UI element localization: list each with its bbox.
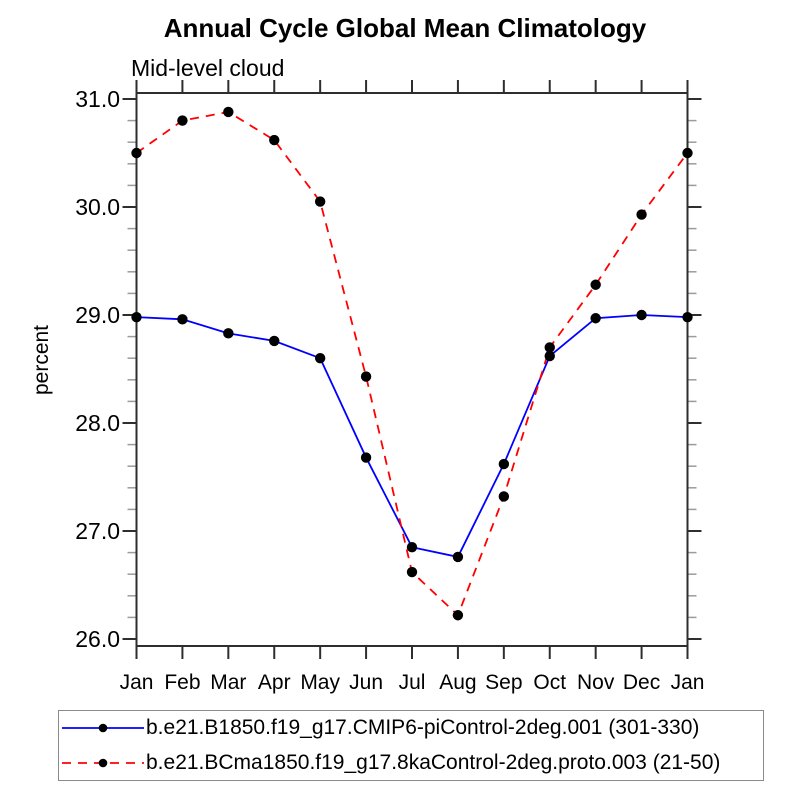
svg-text:Jan: Jan: [120, 671, 154, 694]
svg-text:Oct: Oct: [533, 671, 566, 694]
chart-subtitle: Mid-level cloud: [131, 55, 285, 81]
svg-text:27.0: 27.0: [75, 518, 120, 544]
svg-text:Jun: Jun: [349, 671, 383, 694]
chart-title: Annual Cycle Global Mean Climatology: [163, 13, 647, 43]
legend-item-8kacontrol: b.e21.BCma1850.f19_g17.8kaControl-2deg.p…: [59, 747, 763, 779]
svg-text:26.0: 26.0: [75, 626, 120, 652]
legend-line-sample-red: [62, 758, 144, 768]
svg-text:Dec: Dec: [623, 671, 660, 694]
svg-text:Jul: Jul: [399, 671, 426, 694]
minor-ticks: [127, 119, 697, 619]
svg-text:Feb: Feb: [164, 671, 200, 694]
legend-line-sample-blue: [62, 723, 144, 733]
svg-text:28.0: 28.0: [75, 410, 120, 436]
svg-text:Sep: Sep: [485, 671, 522, 694]
svg-text:Aug: Aug: [439, 671, 476, 694]
series-lines: [135, 111, 689, 617]
svg-text:Nov: Nov: [577, 671, 615, 694]
svg-text:29.0: 29.0: [75, 302, 120, 328]
legend-label: b.e21.BCma1850.f19_g17.8kaControl-2deg.p…: [146, 750, 721, 774]
legend-label: b.e21.B1850.f19_g17.CMIP6-piControl-2deg…: [146, 716, 700, 740]
svg-text:Apr: Apr: [258, 671, 291, 694]
svg-text:Mar: Mar: [210, 671, 246, 694]
svg-text:May: May: [300, 671, 340, 694]
legend: b.e21.B1850.f19_g17.CMIP6-piControl-2deg…: [58, 710, 764, 781]
svg-text:30.0: 30.0: [75, 194, 120, 220]
svg-text:31.0: 31.0: [75, 86, 120, 112]
legend-item-picontrol: b.e21.B1850.f19_g17.CMIP6-piControl-2deg…: [59, 712, 763, 744]
x-axis-tick-labels: Jan Feb Mar Apr May Jun Jul Aug Sep Oct Nov Dec Jan: [120, 671, 705, 694]
major-ticks: [122, 80, 702, 659]
plot-frame: [135, 92, 689, 647]
svg-text:Jan: Jan: [671, 671, 705, 694]
y-axis-tick-labels: 26.0 27.0 28.0 29.0 30.0 31.0: [75, 86, 120, 652]
series-markers: [131, 106, 693, 621]
